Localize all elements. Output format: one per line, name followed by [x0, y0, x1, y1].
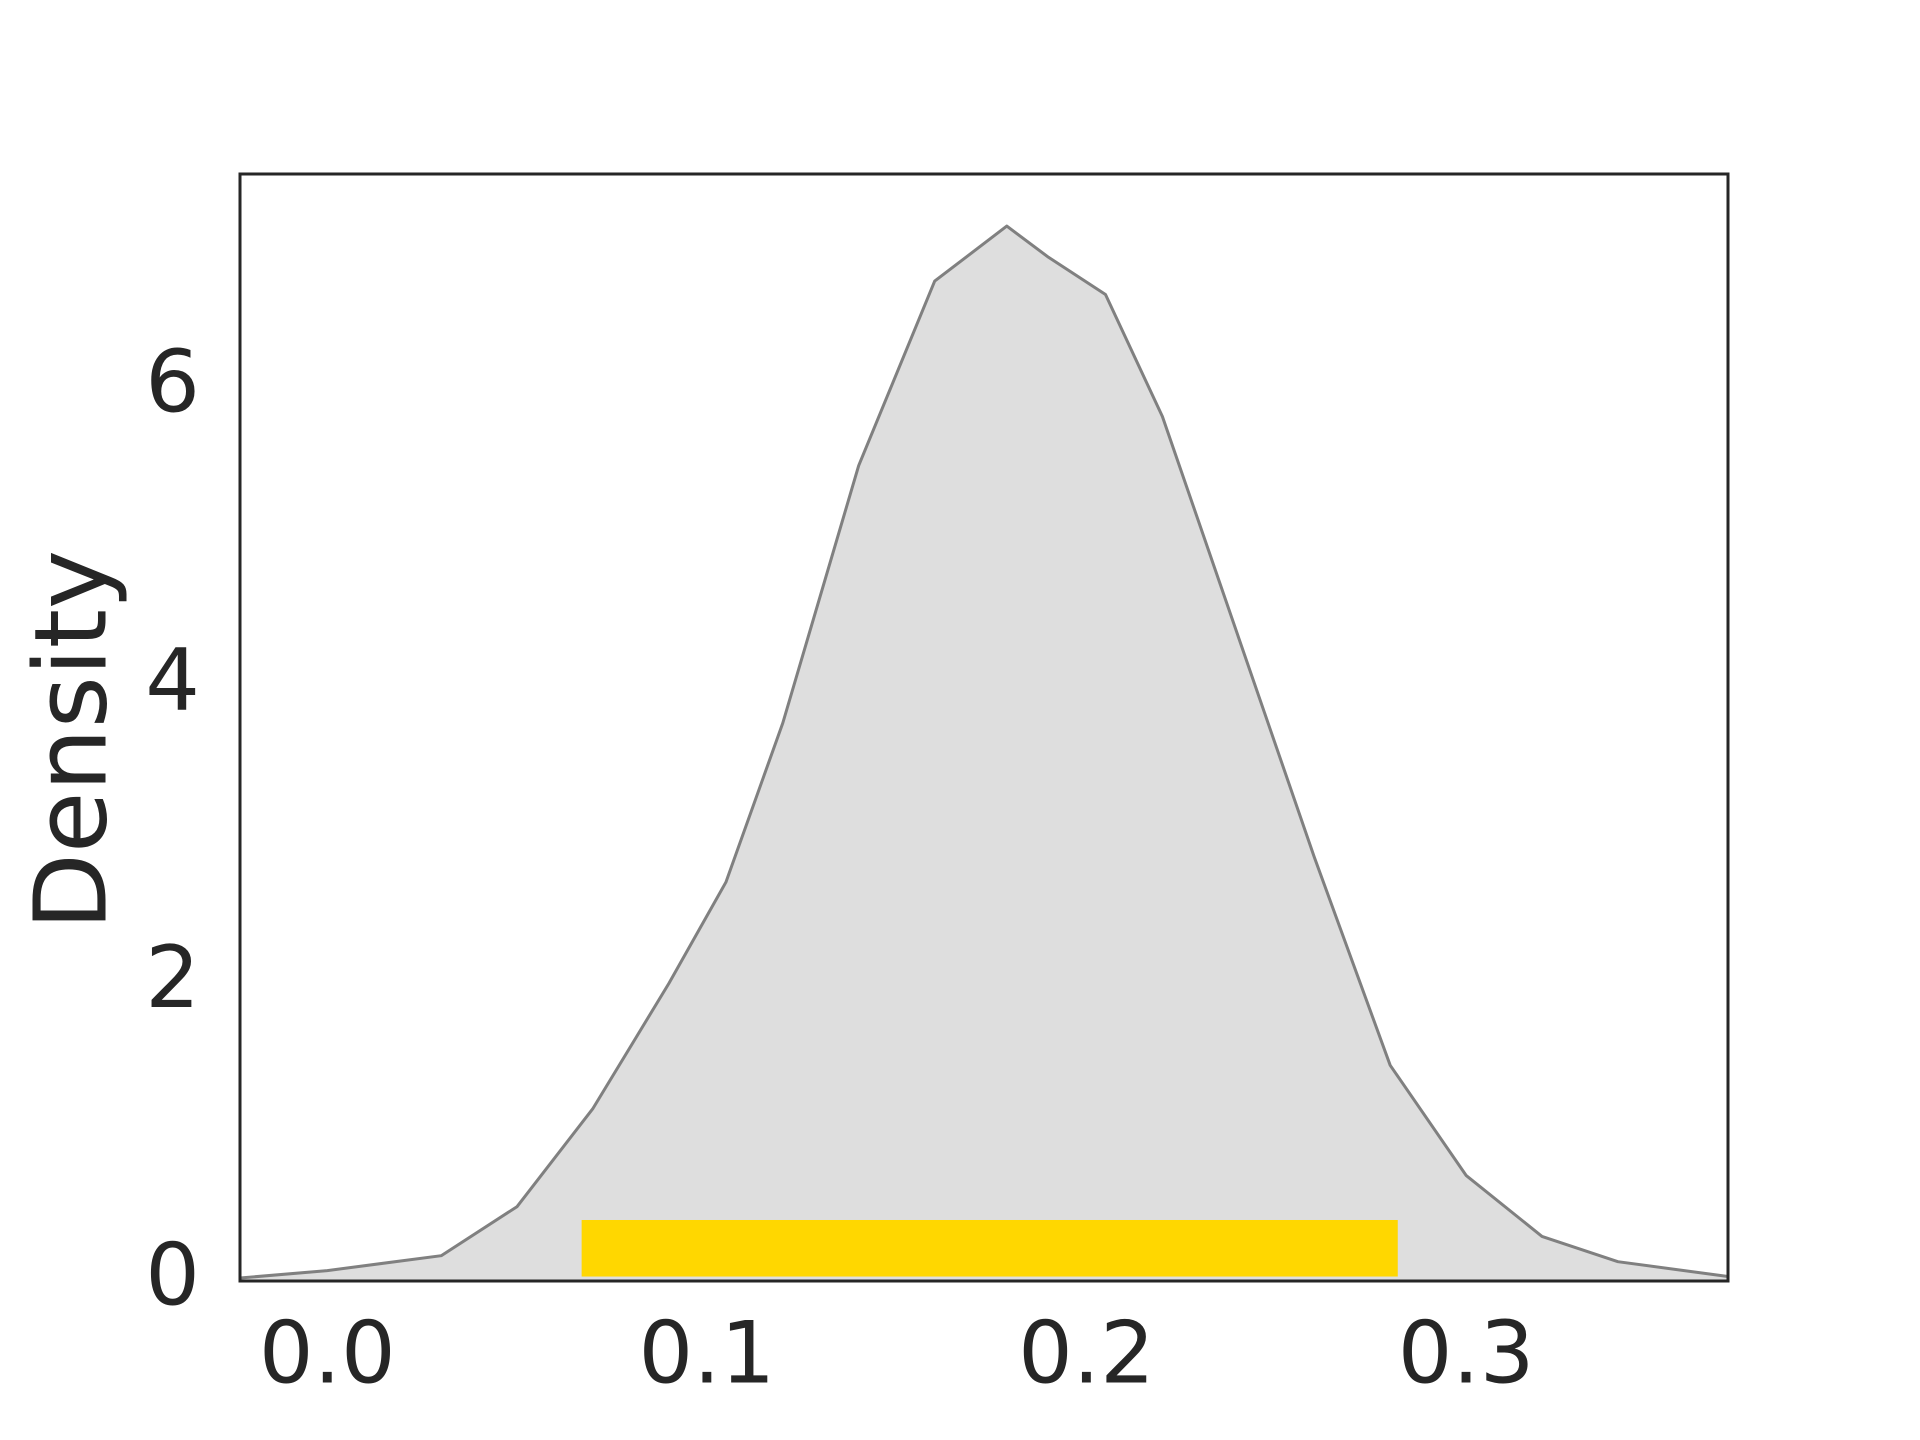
interval-bar [581, 1219, 1398, 1277]
y-tick-label: 0 [145, 1225, 200, 1325]
plot-frame [238, 172, 1730, 1283]
y-tick-label: 4 [145, 630, 200, 730]
y-tick-label: 6 [145, 333, 200, 433]
x-tick-label: 0.3 [1398, 1303, 1535, 1403]
x-tick-label: 0.1 [639, 1303, 776, 1403]
density-line [239, 224, 1729, 1280]
y-tick-label: 2 [145, 928, 200, 1028]
x-tick-label: 0.0 [259, 1303, 396, 1403]
density-area [240, 226, 1728, 1282]
y-axis-label: Density [12, 550, 129, 930]
x-tick-label: 0.2 [1018, 1303, 1155, 1403]
